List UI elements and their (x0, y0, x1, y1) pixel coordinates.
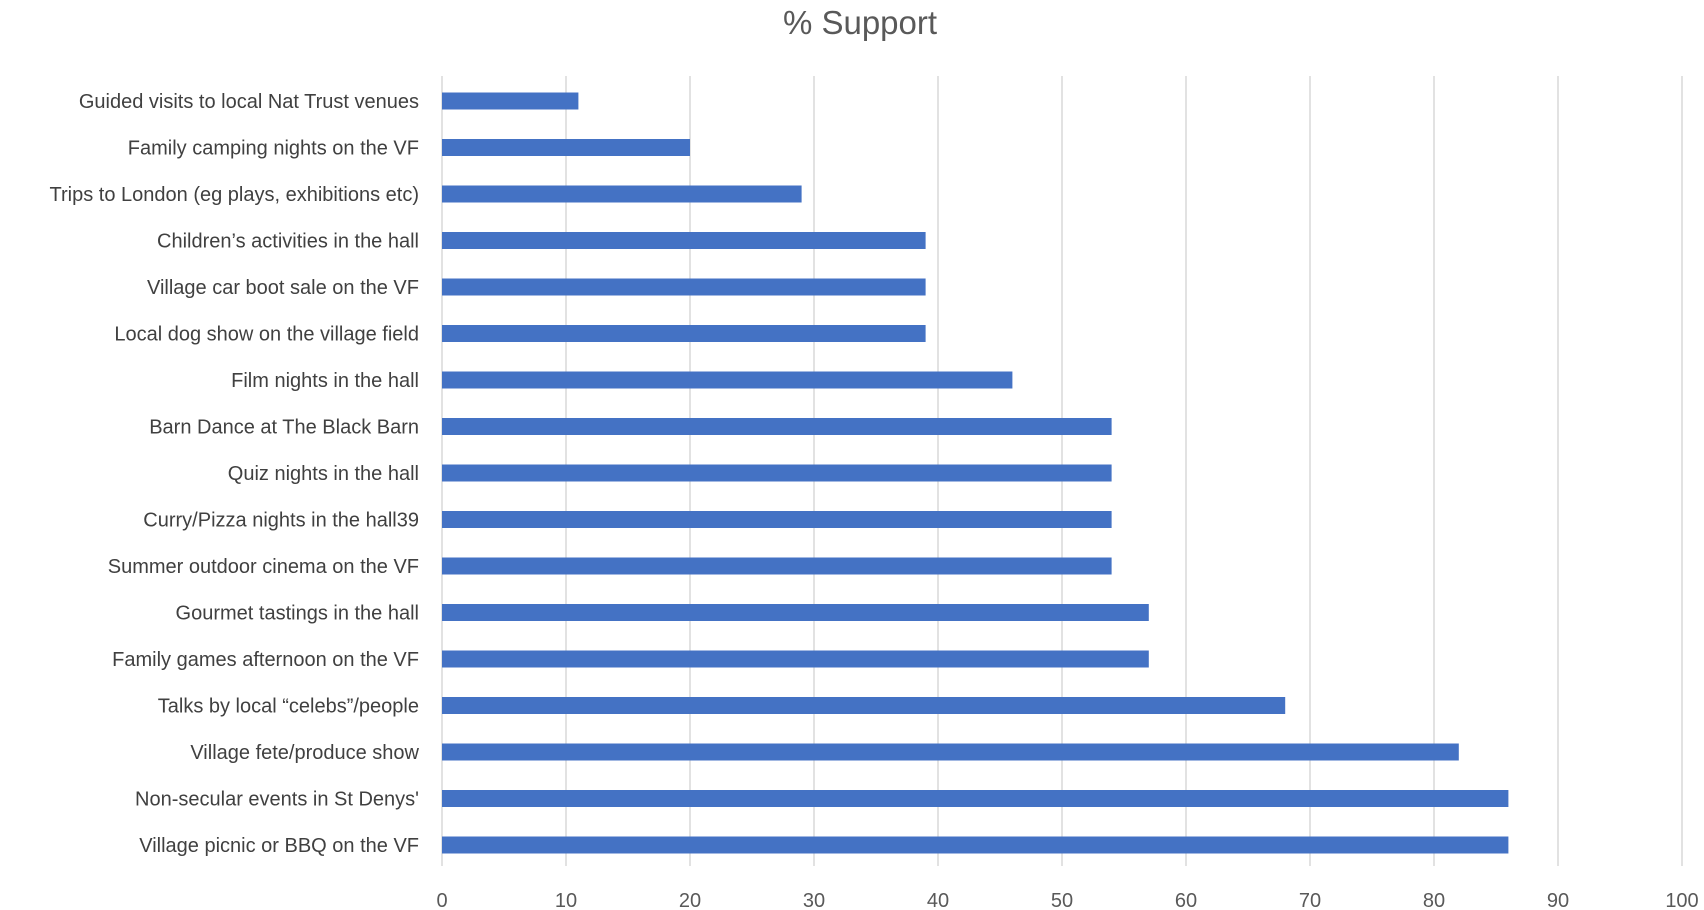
bar (442, 418, 1112, 435)
category-label: Barn Dance at The Black Barn (149, 417, 419, 439)
category-label: Family games afternoon on the VF (112, 649, 419, 671)
x-tick-label: 40 (927, 890, 949, 910)
bar (442, 139, 690, 156)
bar (442, 464, 1112, 482)
x-tick-label: 30 (803, 890, 825, 910)
category-label: Guided visits to local Nat Trust venues (79, 91, 419, 113)
bar (442, 185, 802, 203)
category-label: Village car boot sale on the VF (147, 277, 419, 299)
category-label: Children’s activities in the hall (157, 231, 419, 253)
bar (442, 790, 1509, 807)
bar (442, 650, 1149, 668)
category-labels: Guided visits to local Nat Trust venues F… (50, 91, 420, 857)
category-label: Non-secular events in St Denys' (135, 789, 419, 811)
category-label: Family camping nights on the VF (128, 138, 419, 160)
category-label: Village picnic or BBQ on the VF (139, 835, 419, 857)
bars (442, 92, 1509, 854)
chart-title: % Support (782, 4, 938, 41)
bar (442, 278, 926, 296)
bar (442, 697, 1286, 714)
bar (442, 743, 1459, 761)
x-tick-label: 50 (1051, 890, 1073, 910)
category-label: Summer outdoor cinema on the VF (108, 556, 419, 578)
category-label: Curry/Pizza nights in the hall39 (143, 510, 419, 532)
bar (442, 232, 926, 249)
bar (442, 92, 579, 110)
x-tick-label: 70 (1299, 890, 1321, 910)
x-tick-label: 0 (436, 890, 447, 910)
category-label: Village fete/produce show (190, 742, 419, 764)
x-tick-label: 100 (1665, 890, 1698, 910)
category-label: Local dog show on the village field (114, 324, 419, 346)
bar (442, 511, 1112, 528)
x-axis-ticks: 0 10 20 30 40 50 60 70 80 90 100 (436, 890, 1698, 910)
bar (442, 604, 1149, 621)
bar (442, 325, 926, 342)
x-tick-label: 10 (555, 890, 577, 910)
bar (442, 371, 1013, 389)
category-label: Quiz nights in the hall (228, 463, 419, 485)
bar (442, 836, 1509, 854)
bar (442, 557, 1112, 575)
category-label: Film nights in the hall (231, 370, 419, 392)
category-label: Gourmet tastings in the hall (176, 603, 419, 625)
x-tick-label: 20 (679, 890, 701, 910)
category-label: Trips to London (eg plays, exhibitions e… (50, 184, 419, 206)
category-label: Talks by local “celebs”/people (158, 696, 419, 718)
x-tick-label: 90 (1547, 890, 1569, 910)
x-tick-label: 80 (1423, 890, 1445, 910)
x-tick-label: 60 (1175, 890, 1197, 910)
